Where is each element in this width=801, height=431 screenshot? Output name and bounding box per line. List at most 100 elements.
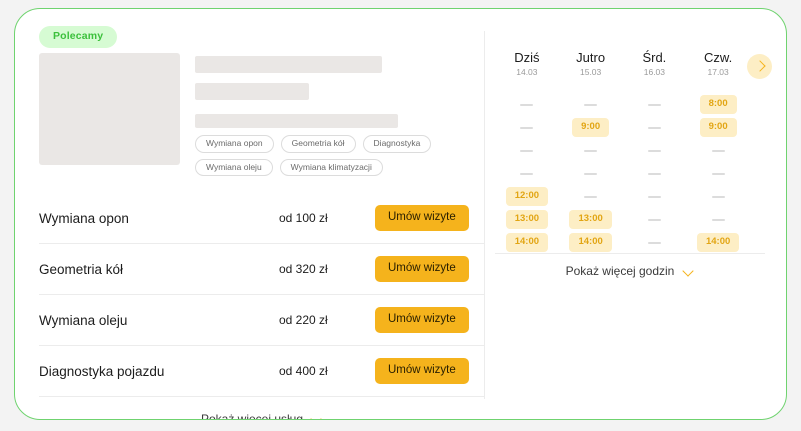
service-row: Wymiana opon od 100 zł Umów wizyte	[39, 193, 484, 244]
service-row: Geometria kół od 320 zł Umów wizyte	[39, 244, 484, 295]
next-days-button[interactable]	[747, 54, 772, 79]
time-slot-cell	[495, 93, 559, 116]
recommended-badge: Polecamy	[39, 26, 118, 48]
time-slot-cell	[559, 139, 623, 162]
service-name: Wymiana oleju	[39, 312, 128, 328]
calendar-day-date: 16.03	[643, 67, 666, 78]
image-placeholder	[39, 53, 180, 165]
time-slot-chip[interactable]: 8:00	[699, 95, 737, 114]
service-price: od 100 zł	[279, 211, 328, 225]
show-more-hours-button[interactable]: Pokaż więcej godzin	[495, 257, 765, 285]
calendar-day-header[interactable]: Śrd. 16.03	[623, 50, 687, 78]
slots-divider	[495, 253, 765, 254]
provider-card: Polecamy Wymiana opon Geometria kół Diag…	[14, 8, 787, 420]
time-slot-cell	[623, 139, 687, 162]
service-price: od 400 zł	[279, 364, 328, 378]
time-slot-unavailable	[711, 195, 725, 198]
time-slot-chip[interactable]: 14:00	[569, 233, 612, 252]
time-slot-cell	[623, 185, 687, 208]
book-appointment-button[interactable]: Umów wizyte	[375, 255, 469, 283]
show-more-services-button[interactable]: Pokaż więcej usług	[39, 399, 484, 420]
time-slot-chip[interactable]: 13:00	[569, 210, 612, 229]
time-slot-chip[interactable]: 13:00	[505, 210, 549, 229]
book-appointment-button[interactable]: Umów wizyte	[375, 357, 469, 385]
time-slot-column: 12:00 13:00 14:00	[495, 93, 559, 254]
time-slot-cell: 12:00	[495, 185, 559, 208]
time-slot-unavailable	[584, 195, 598, 198]
time-slot-cell	[686, 185, 750, 208]
calendar-day-header[interactable]: Czw. 17.03	[686, 50, 750, 78]
service-price: od 220 zł	[279, 313, 328, 327]
book-appointment-button[interactable]: Umów wizyte	[375, 306, 469, 334]
time-slot-chip[interactable]: 14:00	[696, 233, 740, 252]
time-slot-unavailable	[711, 172, 725, 175]
time-slot-cell: 9:00	[686, 116, 750, 139]
calendar-day-header[interactable]: Dziś 14.03	[495, 50, 559, 78]
time-slot-unavailable	[647, 103, 661, 106]
calendar-day-name: Śrd.	[642, 50, 667, 65]
time-slot-cell	[495, 116, 559, 139]
time-slot-unavailable	[647, 126, 661, 129]
left-column: Wymiana opon Geometria kół Diagnostyka W…	[15, 9, 484, 420]
time-slot-chip[interactable]: 9:00	[572, 118, 610, 137]
time-slot-column: 9:00 13:00 14:00	[559, 93, 623, 254]
service-row: Wymiana oleju od 220 zł Umów wizyte	[39, 295, 484, 346]
time-slots-grid: 12:00 13:00 14:00 9:00 13:00 14:00 8:00 9:00 14:…	[495, 93, 750, 254]
chevron-down-icon	[684, 266, 694, 276]
book-appointment-button[interactable]: Umów wizyte	[375, 204, 469, 232]
time-slot-cell: 9:00	[559, 116, 623, 139]
time-slot-cell	[686, 208, 750, 231]
calendar-day-header[interactable]: Jutro 15.03	[559, 50, 623, 78]
time-slot-chip[interactable]: 14:00	[505, 233, 549, 252]
time-slot-unavailable	[711, 218, 725, 221]
time-slot-unavailable	[647, 172, 661, 175]
time-slot-unavailable	[647, 149, 661, 152]
time-slot-cell	[495, 162, 559, 185]
service-name: Geometria kół	[39, 261, 124, 277]
service-name: Wymiana opon	[39, 210, 129, 226]
time-slot-cell	[623, 116, 687, 139]
time-slot-chip[interactable]: 12:00	[505, 187, 549, 206]
show-more-services-label: Pokaż więcej usług	[200, 412, 304, 420]
time-slot-unavailable	[584, 149, 598, 152]
show-more-hours-label: Pokaż więcej godzin	[565, 264, 675, 278]
service-price: od 320 zł	[279, 262, 328, 276]
time-slot-unavailable	[520, 172, 534, 175]
time-slot-unavailable	[520, 103, 534, 106]
calendar-day-name: Czw.	[704, 50, 733, 65]
calendar-day-name: Jutro	[576, 50, 606, 65]
tag-chip[interactable]: Wymiana opon	[195, 135, 274, 153]
tag-chip[interactable]: Diagnostyka	[362, 135, 432, 153]
card-inner: Polecamy Wymiana opon Geometria kół Diag…	[15, 9, 786, 419]
time-slot-cell	[495, 139, 559, 162]
time-slot-cell	[559, 162, 623, 185]
time-slot-cell	[686, 139, 750, 162]
tag-chip[interactable]: Wymiana oleju	[195, 158, 273, 176]
time-slot-chip[interactable]: 9:00	[699, 118, 737, 137]
vertical-divider	[484, 31, 485, 399]
time-slot-unavailable	[647, 195, 661, 198]
tag-chip[interactable]: Wymiana klimatyzacji	[279, 158, 383, 176]
calendar-day-name: Dziś	[514, 50, 540, 65]
calendar-day-headers: Dziś 14.03 Jutro 15.03 Śrd. 16.03 Czw. 1…	[495, 50, 750, 78]
calendar-day-date: 17.03	[707, 67, 729, 78]
time-slot-cell	[623, 208, 687, 231]
time-slot-unavailable	[711, 149, 725, 152]
time-slot-cell: 14:00	[559, 231, 623, 254]
time-slot-cell: 8:00	[686, 93, 750, 116]
time-slot-cell: 14:00	[495, 231, 559, 254]
calendar-day-date: 15.03	[579, 67, 602, 78]
time-slot-unavailable	[647, 241, 661, 244]
calendar-day-date: 14.03	[516, 67, 538, 78]
services-list: Wymiana opon od 100 zł Umów wizyte Geome…	[39, 193, 484, 420]
time-slot-cell	[623, 93, 687, 116]
time-slot-unavailable	[520, 149, 534, 152]
time-slot-cell: 14:00	[686, 231, 750, 254]
subtitle-placeholder	[195, 83, 309, 100]
title-placeholder	[195, 56, 382, 73]
time-slot-unavailable	[584, 103, 598, 106]
time-slot-cell: 13:00	[559, 208, 623, 231]
time-slot-cell: 13:00	[495, 208, 559, 231]
tag-chip[interactable]: Geometria kół	[280, 135, 356, 153]
